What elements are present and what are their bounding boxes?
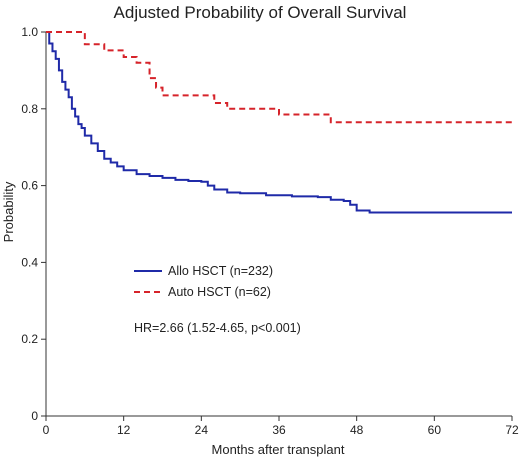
x-tick-label: 0: [43, 423, 50, 437]
y-tick-label: 0.8: [21, 102, 38, 116]
x-tick-label: 36: [272, 423, 286, 437]
x-axis-label: Months after transplant: [212, 442, 345, 457]
hazard-ratio-annotation: HR=2.66 (1.52-4.65, p<0.001): [134, 321, 301, 335]
x-tick-label: 24: [195, 423, 209, 437]
y-tick-label: 1.0: [21, 25, 38, 39]
x-tick-label: 12: [117, 423, 131, 437]
plot-area: 0 12 24 36 48 60 72 0 0.2 0.4 0.6 0.8 1.0: [21, 25, 519, 437]
x-tick-label: 72: [505, 423, 519, 437]
y-tick-label: 0.6: [21, 179, 38, 193]
x-tick-label: 60: [428, 423, 442, 437]
y-tick-label: 0.2: [21, 332, 38, 346]
y-axis-ticks: 0 0.2 0.4 0.6 0.8 1.0: [21, 25, 46, 423]
y-axis-label: Probability: [1, 181, 16, 242]
chart-title: Adjusted Probability of Overall Survival: [114, 3, 407, 22]
x-axis-ticks: 0 12 24 36 48 60 72: [43, 416, 519, 437]
y-tick-label: 0.4: [21, 255, 38, 269]
series-line-auto: [46, 31, 512, 124]
series-line-allo: [46, 31, 512, 214]
legend-label-allo: Allo HSCT (n=232): [168, 264, 273, 278]
x-tick-label: 48: [350, 423, 364, 437]
legend: Allo HSCT (n=232) Auto HSCT (n=62): [134, 264, 273, 299]
series-lines: [46, 31, 512, 214]
legend-label-auto: Auto HSCT (n=62): [168, 285, 271, 299]
y-tick-label: 0: [31, 409, 38, 423]
